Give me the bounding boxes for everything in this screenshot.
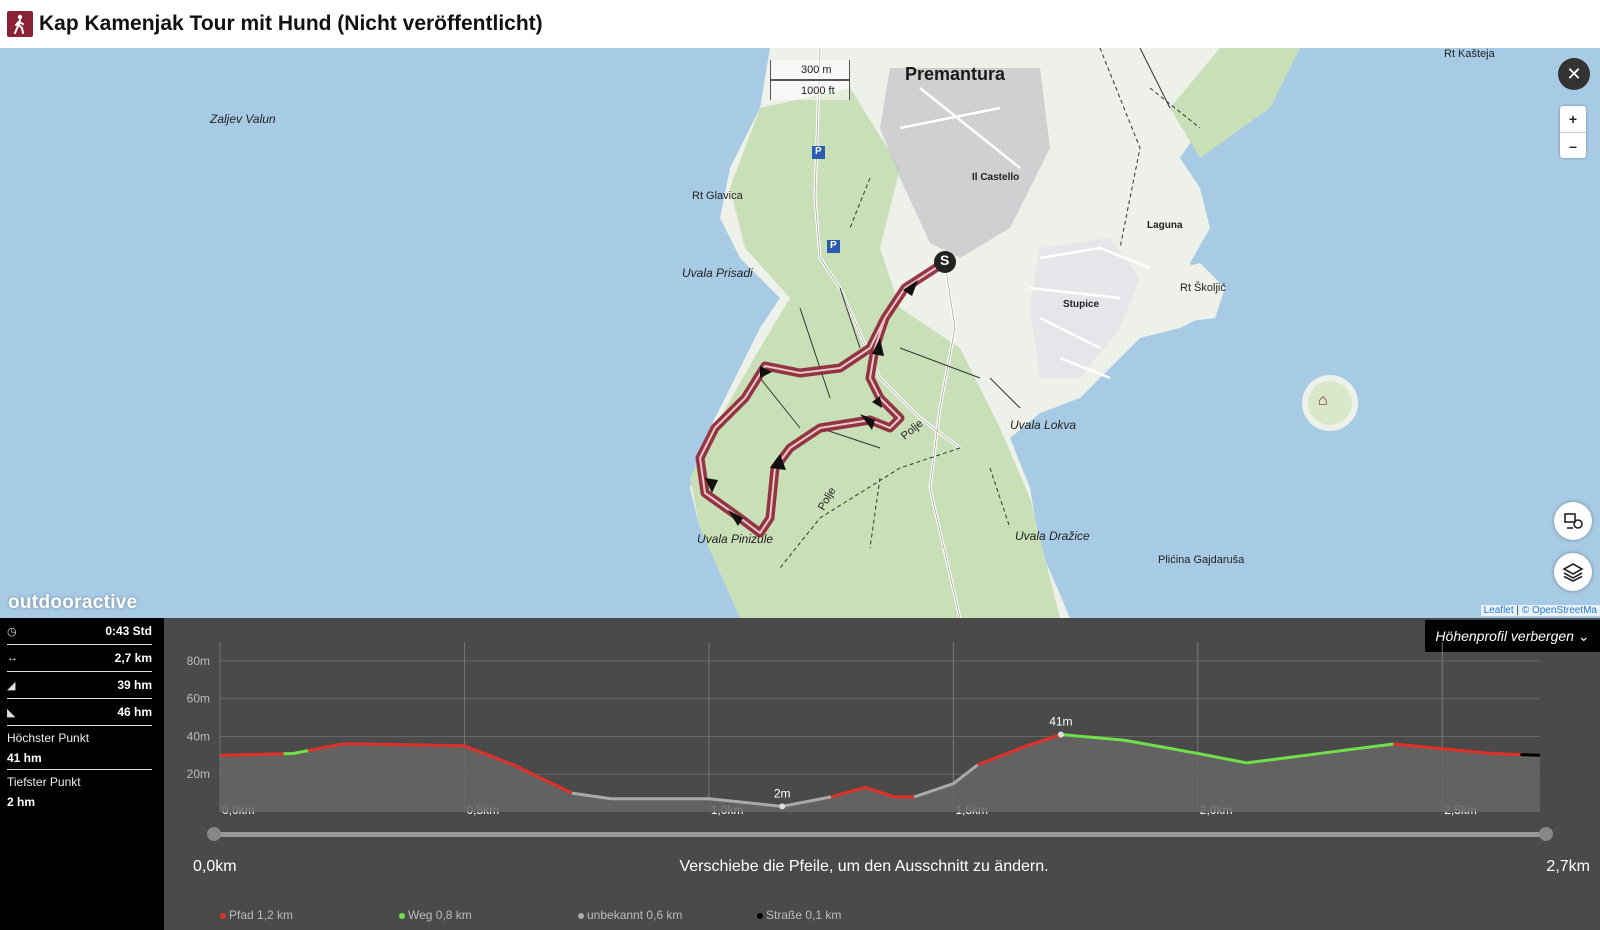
map-label-zaljev-valun: Zaljev Valun	[210, 112, 276, 126]
descent-icon: ◣	[7, 706, 16, 719]
legend-dot	[220, 912, 226, 919]
legend-dot	[757, 912, 763, 919]
close-button[interactable]: ✕	[1558, 58, 1590, 90]
profile-line-segment	[830, 785, 915, 799]
distance-icon: ↔	[7, 652, 18, 664]
map-label-rt-skoljic: Rt Školjić	[1180, 282, 1226, 294]
header: Kap Kamenjak Tour mit Hund (Nicht veröff…	[0, 0, 1600, 48]
stat-duration: ◷ 0:43 Std	[7, 618, 152, 645]
lowest-label: Tiefster Punkt	[7, 775, 81, 789]
y-tick-label: 80m	[187, 654, 210, 668]
lowest-value: 2 hm	[7, 795, 36, 809]
map-label-plicina: Plićina Gajdaruša	[1158, 554, 1245, 566]
annotation-point	[1057, 731, 1064, 738]
map-label-rt-glavica: Rt Glavica	[692, 190, 743, 202]
map-label-uvala-drazice: Uvala Dražice	[1015, 529, 1090, 543]
legend-label: Straße 0,1 km	[766, 908, 842, 922]
highest-point: Höchster Punkt 41 hm	[7, 726, 152, 770]
annotation-label: 41m	[1049, 715, 1072, 729]
zoom-in-button[interactable]: +	[1568, 111, 1578, 127]
map-tools-button[interactable]	[1554, 502, 1592, 540]
profile-line-segment	[1393, 742, 1521, 757]
zoom-out-button[interactable]: –	[1560, 132, 1586, 158]
annotation-label: 2m	[774, 786, 791, 800]
elevation-profile: Höhenprofil verbergen ⌄ 80m60m40m20m0,0k…	[164, 618, 1600, 930]
map-label-laguna: Laguna	[1147, 220, 1183, 231]
range-handle-right	[1539, 827, 1553, 841]
zoom-control: + –	[1560, 106, 1586, 158]
osm-link[interactable]: © OpenStreetMa	[1521, 605, 1597, 616]
y-tick-label: 40m	[187, 729, 210, 743]
profile-chart[interactable]: 80m60m40m20m0,0km0,5km1,0km1,5km2,0km2,5…	[164, 618, 1600, 930]
profile-area	[220, 734, 1540, 812]
legend-label: unbekannt 0,6 km	[587, 908, 683, 922]
ascent-value: 39 hm	[117, 678, 152, 692]
layers-button[interactable]	[1554, 553, 1592, 591]
duration-value: 0:43 Std	[105, 624, 152, 638]
map-label-rt-kasteja: Rt Kašteja	[1444, 48, 1495, 60]
highest-value: 41 hm	[7, 751, 42, 765]
ascent-icon: ◢	[7, 679, 16, 692]
parking-icon: P	[815, 146, 822, 157]
profile-line-segment	[977, 733, 1062, 767]
legend-item-pfad: Pfad 1,2 km	[220, 908, 293, 922]
scale-imperial: 1000 ft	[770, 80, 850, 100]
stat-ascent: ◢ 39 hm	[7, 672, 152, 699]
page-title: Kap Kamenjak Tour mit Hund (Nicht veröff…	[39, 12, 543, 35]
lowest-point: Tiefster Punkt 2 hm	[7, 770, 152, 813]
legend-dot	[578, 912, 584, 919]
range-start-label: 0,0km	[193, 858, 237, 875]
y-tick-label: 60m	[187, 692, 210, 706]
share-map-icon	[1564, 513, 1583, 529]
layers-icon	[1562, 563, 1584, 582]
descent-value: 46 hm	[117, 705, 152, 719]
stat-descent: ◣ 46 hm	[7, 699, 152, 726]
profile-line-segment	[283, 749, 309, 756]
distance-value: 2,7 km	[114, 651, 152, 665]
map-label-premantura: Premantura	[905, 64, 1006, 84]
hide-profile-button[interactable]: Höhenprofil verbergen ⌄	[1425, 620, 1600, 652]
legend-item-unbekannt: unbekannt 0,6 km	[578, 908, 682, 922]
legend-label: Pfad 1,2 km	[229, 908, 294, 922]
profile-line-segment	[571, 791, 832, 808]
clock-icon: ◷	[7, 625, 17, 638]
highest-label: Höchster Punkt	[7, 731, 90, 745]
map-scale: 300 m 1000 ft	[770, 60, 850, 100]
hiking-icon	[7, 11, 33, 37]
map-label-uvala-lokva: Uvala Lokva	[1010, 418, 1077, 432]
map-attribution: Leaflet | © OpenStreetMa	[1480, 605, 1600, 616]
castle-icon: ⌂	[1318, 392, 1328, 409]
map-label-uvala-pinizule: Uvala Pinizule	[697, 532, 774, 546]
range-hint: Verschiebe die Pfeile, um den Ausschnitt…	[679, 858, 1049, 875]
range-end-label: 2,7km	[1546, 858, 1590, 875]
legend-item-strasse: Straße 0,1 km	[757, 908, 841, 922]
legend-item-weg: Weg 0,8 km	[399, 908, 472, 922]
leaflet-link[interactable]: Leaflet	[1483, 605, 1514, 616]
profile-line-segment	[913, 763, 979, 799]
legend-dot	[399, 912, 405, 919]
y-tick-label: 20m	[187, 767, 210, 781]
map-label-uvala-prisadi: Uvala Prisadi	[682, 266, 753, 280]
parking-icon-2: P	[830, 240, 837, 251]
stats-sidebar: ◷ 0:43 Std ↔ 2,7 km ◢ 39 hm ◣ 46 hm Höchster…	[0, 618, 164, 930]
profile-line-segment	[1520, 753, 1541, 757]
profile-line-segment	[307, 742, 573, 795]
map-label-il-castello: Il Castello	[972, 172, 1020, 183]
annotation-point	[779, 803, 786, 810]
scale-metric: 300 m	[770, 60, 850, 80]
map[interactable]: 300 m 1000 ft Premantura Zaljev Valun Rt…	[0, 48, 1600, 618]
map-label-stupice: Stupice	[1063, 299, 1100, 310]
profile-line-segment	[219, 752, 284, 757]
range-slider-track	[214, 832, 1546, 837]
range-handle-left	[207, 827, 221, 841]
stat-distance: ↔ 2,7 km	[7, 645, 152, 672]
chevron-down-icon: ⌄	[1577, 627, 1590, 644]
start-marker[interactable]: S	[940, 252, 950, 268]
legend-label: Weg 0,8 km	[408, 908, 472, 922]
brand-logo: outdooractive	[8, 592, 138, 613]
profile-line-segment	[1060, 733, 1394, 765]
hide-profile-label: Höhenprofil verbergen	[1435, 628, 1574, 644]
